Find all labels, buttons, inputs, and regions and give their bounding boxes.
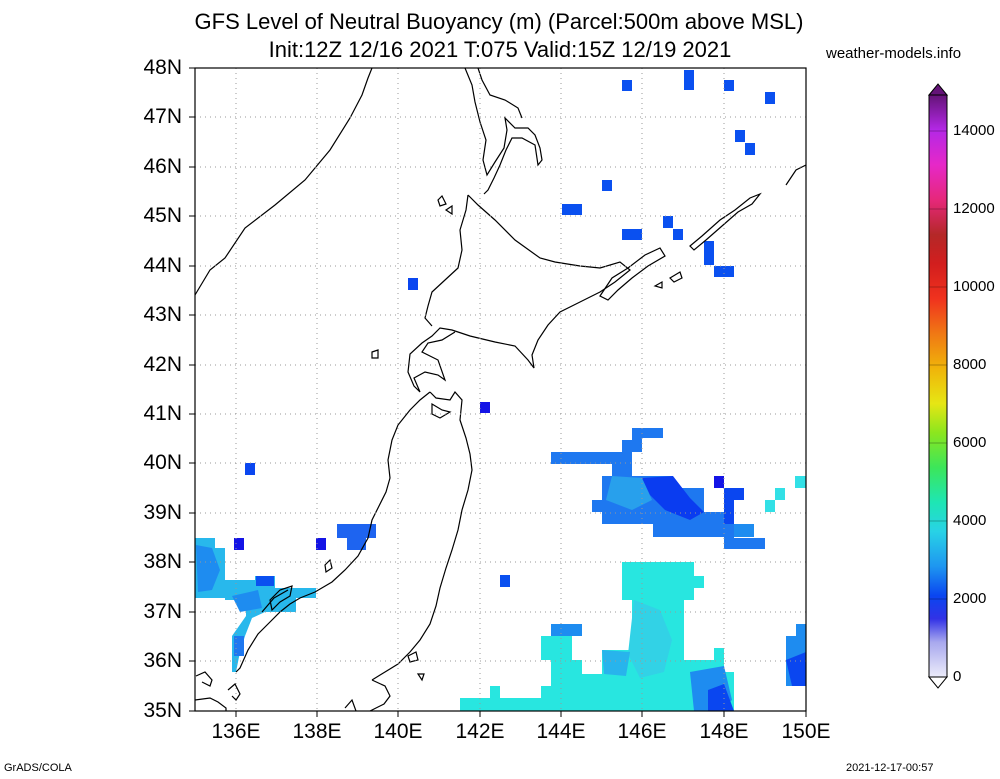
site-name[interactable]: weather-models.info [826, 45, 962, 62]
axis-ticks [189, 67, 807, 717]
buoyancy-field [195, 70, 806, 711]
lat-label-41n: 41N [143, 402, 182, 425]
lon-label-138e: 138E [292, 720, 342, 743]
lat-label-37n: 37N [143, 600, 182, 623]
graticule [195, 68, 806, 711]
map-frame [194, 67, 807, 712]
lat-label-47n: 47N [143, 105, 182, 128]
lat-label-38n: 38N [143, 550, 182, 573]
colorbar-label-12000: 12000 [953, 200, 995, 217]
lon-label-150e: 150E [781, 720, 831, 743]
footer-software: GrADS/COLA [4, 762, 72, 774]
lon-label-146e: 146E [617, 720, 667, 743]
colorbar-label-0: 0 [953, 668, 962, 685]
lat-label-45n: 45N [143, 204, 182, 227]
lat-label-36n: 36N [143, 649, 182, 672]
footer-timestamp: 2021-12-17-00:57 [846, 762, 934, 774]
colorbar-fill [929, 95, 947, 677]
colorbar-label-6000: 6000 [953, 434, 987, 451]
chart-subtitle: Init:12Z 12/16 2021 T:075 Valid:15Z 12/1… [268, 37, 732, 62]
lon-label-142e: 142E [455, 720, 505, 743]
colorbar-label-14000: 14000 [953, 122, 995, 139]
lon-label-144e: 144E [536, 720, 586, 743]
lat-label-40n: 40N [143, 451, 182, 474]
lat-label-48n: 48N [143, 56, 182, 79]
lat-label-35n: 35N [143, 699, 182, 722]
colorbar-label-4000: 4000 [953, 512, 987, 529]
lon-label-136e: 136E [211, 720, 261, 743]
colorbar [927, 83, 949, 689]
lat-label-46n: 46N [143, 155, 182, 178]
coastlines [195, 68, 806, 711]
colorbar-label-8000: 8000 [953, 356, 987, 373]
lat-label-44n: 44N [143, 254, 182, 277]
lat-label-43n: 43N [143, 303, 182, 326]
colorbar-label-2000: 2000 [953, 590, 987, 607]
chart-title: GFS Level of Neutral Buoyancy (m) (Parce… [194, 9, 804, 34]
colorbar-label-10000: 10000 [953, 278, 995, 295]
lon-label-148e: 148E [699, 720, 749, 743]
colorbar-top-arrow [927, 83, 949, 96]
lat-label-39n: 39N [143, 501, 182, 524]
lon-label-140e: 140E [373, 720, 423, 743]
lat-label-42n: 42N [143, 353, 182, 376]
colorbar-bottom-arrow [927, 676, 949, 689]
